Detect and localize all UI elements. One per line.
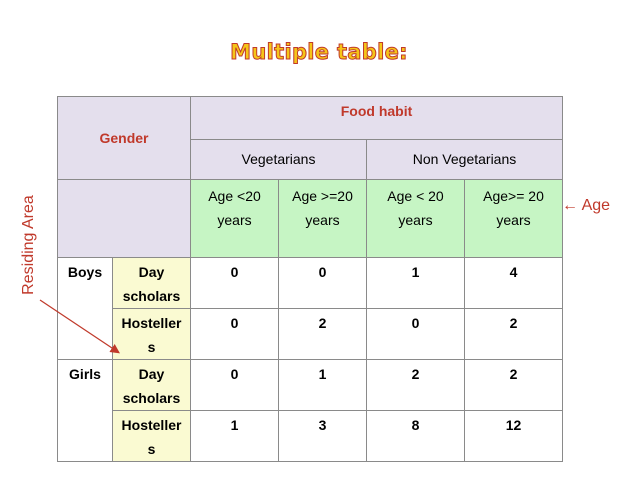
age-header-line: Age >=20 — [292, 188, 353, 204]
table-row: Girls Day scholars 0 1 2 2 — [57, 359, 563, 462]
value-cell: 0 — [278, 257, 367, 309]
area-cell: Day scholars — [112, 257, 191, 309]
group-non-vegetarians: Non Vegetarians — [366, 138, 563, 180]
area-line: Hosteller — [121, 417, 182, 433]
value-cell: 2 — [366, 359, 465, 411]
value-cell: 1 — [366, 257, 465, 309]
value-cell: 0 — [190, 308, 279, 360]
age-header-4: Age>= 20 years — [464, 179, 563, 258]
age-label: ← Age — [562, 197, 610, 215]
age-header-2: Age >=20 years — [278, 179, 367, 258]
left-arrow-icon: ← — [562, 197, 578, 214]
age-header-line: Age <20 — [208, 188, 261, 204]
area-cell: Hosteller s — [112, 308, 191, 360]
header-blank-cell — [57, 179, 191, 258]
value-cell: 1 — [190, 410, 279, 462]
area-line: Day — [138, 366, 165, 382]
age-label-text: Age — [581, 197, 611, 214]
multiple-table: Gender Food habit Vegetarians Non Vegeta… — [57, 96, 563, 462]
value-cell: 0 — [366, 308, 465, 360]
group-vegetarians: Vegetarians — [190, 138, 367, 180]
area-cell: Day scholars — [112, 359, 191, 411]
area-cell: Hosteller s — [112, 410, 191, 462]
value-cell: 3 — [278, 410, 367, 462]
value-cell: 2 — [464, 308, 563, 360]
age-header-line: years — [496, 212, 531, 228]
gender-cell-girls: Girls — [57, 359, 113, 462]
age-header-line: Age>= 20 — [483, 188, 544, 204]
gender-header: Gender — [57, 96, 191, 180]
area-line: s — [147, 441, 156, 457]
age-header-1: Age <20 years — [190, 179, 279, 258]
value-cell: 8 — [366, 410, 465, 462]
area-line: scholars — [122, 288, 181, 304]
value-cell: 0 — [190, 359, 279, 411]
area-line: Hosteller — [121, 315, 182, 331]
residing-area-label: Residing Area — [20, 195, 37, 295]
table-row: Hosteller s 0 2 0 2 — [58, 308, 563, 360]
value-cell: 2 — [464, 359, 563, 411]
table-row: Hosteller s 1 3 8 12 — [58, 410, 563, 462]
area-line: s — [147, 339, 156, 355]
age-header-line: years — [398, 212, 433, 228]
value-cell: 0 — [190, 257, 279, 309]
table-row: Boys Day scholars 0 0 1 4 — [57, 257, 563, 360]
value-cell: 4 — [464, 257, 563, 309]
age-header-3: Age < 20 years — [366, 179, 465, 258]
food-habit-header: Food habit — [190, 96, 563, 140]
area-line: scholars — [122, 390, 181, 406]
age-header-line: years — [305, 212, 340, 228]
age-header-line: years — [217, 212, 252, 228]
area-line: Day — [138, 264, 165, 280]
value-cell: 12 — [464, 410, 563, 462]
value-cell: 1 — [278, 359, 367, 411]
slide-title: Multiple table: — [230, 40, 408, 65]
age-header-line: Age < 20 — [387, 188, 444, 204]
gender-cell-boys: Boys — [57, 257, 113, 360]
value-cell: 2 — [278, 308, 367, 360]
